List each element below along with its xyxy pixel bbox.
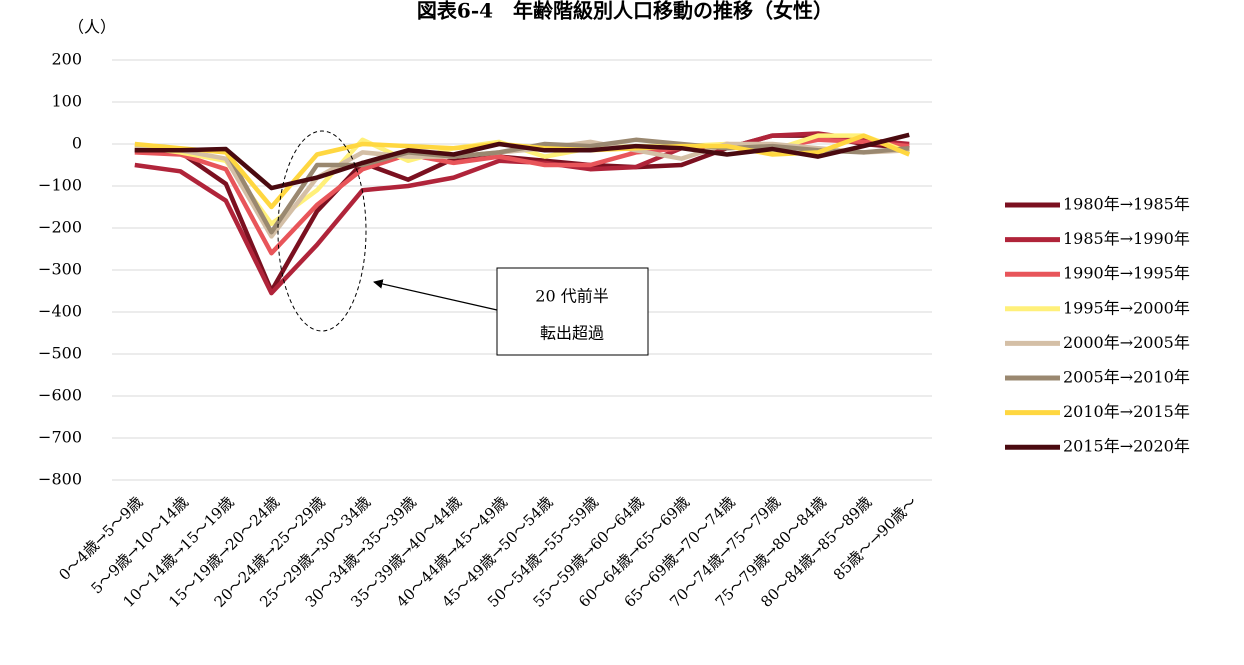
y-tick-label: −700 [38, 428, 82, 447]
legend-label: 1980年→1985年 [1063, 195, 1190, 214]
series-line [134, 132, 910, 191]
y-tick-label: −600 [38, 386, 82, 405]
chart-title: 図表6-4 年齢階級別人口移動の推移（女性） [417, 0, 833, 23]
legend-label: 1990年→1995年 [1063, 264, 1190, 283]
y-tick-label: −400 [38, 302, 82, 321]
y-tick-label: −300 [38, 260, 82, 279]
legend-label: 2015年→2020年 [1063, 437, 1190, 456]
annotation-box [496, 267, 649, 356]
annotation-text: 転出超過 [540, 324, 604, 343]
highlight-ellipse [277, 130, 367, 332]
y-tick-label: −500 [38, 344, 82, 363]
y-axis-unit: （人） [68, 18, 116, 37]
legend-label: 2005年→2010年 [1063, 368, 1190, 387]
y-tick-label: 200 [51, 50, 82, 69]
series-line [134, 139, 910, 239]
y-tick-label: −100 [38, 176, 82, 195]
x-tick-label: 85歳～→90歳～ [830, 493, 921, 584]
y-tick-label: −200 [38, 218, 82, 237]
legend-label: 2010年→2015年 [1063, 402, 1190, 421]
y-tick-label: 100 [51, 92, 82, 111]
legend-label: 2000年→2005年 [1063, 333, 1190, 352]
legend-label: 1995年→2000年 [1063, 298, 1190, 317]
y-tick-label: −800 [38, 470, 82, 489]
annotation-arrow [373, 279, 498, 311]
y-tick-label: 0 [72, 134, 82, 153]
annotation-text: 20 代前半 [535, 287, 608, 306]
plot-area: −800−700−600−500−400−300−200−10001002000… [38, 50, 932, 611]
legend-label: 1985年→1990年 [1063, 229, 1190, 248]
